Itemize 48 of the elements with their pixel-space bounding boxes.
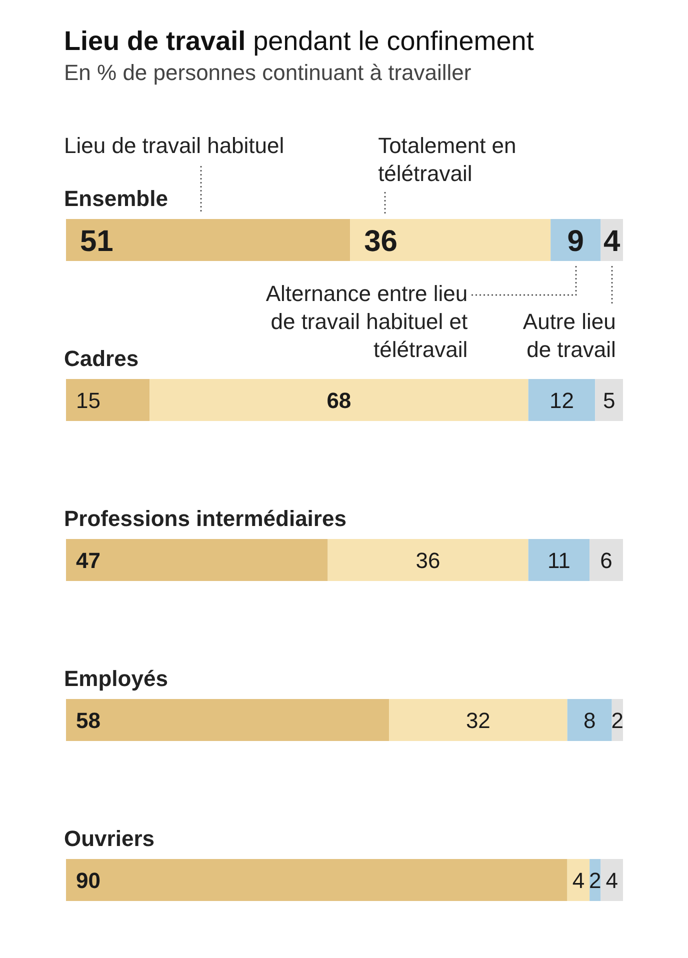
- data-label: 6: [600, 548, 612, 573]
- bar: [567, 699, 612, 741]
- bar: [595, 379, 623, 421]
- data-label: 2: [611, 708, 624, 733]
- data-label: 32: [466, 708, 490, 733]
- data-label: 5: [602, 388, 616, 413]
- bar: [66, 539, 328, 581]
- bar: [66, 859, 568, 901]
- bar: [66, 379, 150, 421]
- data-label: 4: [606, 868, 618, 893]
- bar: [528, 379, 596, 421]
- y-tick-label: Employés: [64, 665, 168, 693]
- bar: [590, 539, 623, 581]
- text: Lieu de travail habituel: [64, 132, 284, 160]
- data-label: 58: [76, 708, 100, 733]
- series-label: Autre lieu de travail: [522, 308, 616, 364]
- y-tick-label: Ensemble: [64, 185, 168, 213]
- text: Alternance entre lieu de travail habituel et télétravail: [264, 280, 468, 364]
- bar: [66, 699, 390, 741]
- chart-title: Lieu de travail pendant le confinement: [64, 26, 534, 56]
- data-label: 9: [567, 224, 584, 258]
- data-label: 8: [583, 708, 596, 733]
- y-tick-label: Ouvriers: [64, 825, 154, 853]
- data-label: 36: [364, 224, 398, 258]
- data-label: 4: [604, 224, 621, 258]
- series-label: Totalement en télétravail: [378, 132, 518, 188]
- bar: [150, 379, 528, 421]
- data-label: 15: [76, 388, 100, 413]
- bar: [567, 859, 590, 901]
- data-label: 47: [76, 548, 100, 573]
- data-label: 2: [589, 868, 602, 893]
- bar: [389, 699, 568, 741]
- data-label: 51: [80, 224, 114, 258]
- bar: [328, 539, 528, 581]
- bar: [600, 859, 623, 901]
- bar: [528, 539, 590, 581]
- data-label: 68: [326, 388, 352, 413]
- data-label: 11: [548, 548, 570, 573]
- data-label: 4: [572, 868, 585, 893]
- y-tick-label: Professions intermédiaires: [64, 505, 346, 533]
- y-tick-label: Cadres: [64, 345, 139, 373]
- data-label: 36: [416, 548, 440, 573]
- data-label: 12: [549, 388, 574, 413]
- bar: [66, 219, 350, 261]
- bar: [550, 219, 601, 261]
- bar: [350, 219, 551, 261]
- data-label: 90: [76, 868, 100, 893]
- chart-subtitle: En % de personnes continuant à travailler: [64, 60, 472, 86]
